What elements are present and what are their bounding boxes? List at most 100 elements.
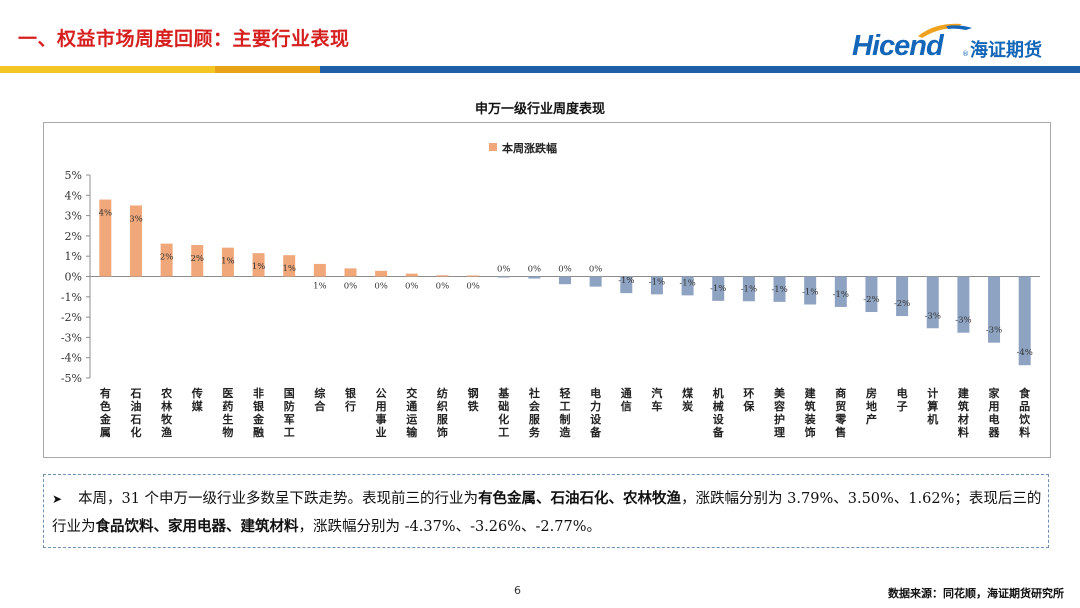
category-label: 国防军工	[284, 387, 295, 439]
category-label: 石油石化	[129, 387, 141, 439]
chart-frame: 5% 4% 3% 2% 1% 0% -1% -2% -3% -4% -5% 本周涨跌幅 4% 有色金属 3%…	[43, 122, 1051, 458]
bar	[681, 276, 694, 296]
data-label: 0%	[374, 282, 388, 292]
data-label: -3%	[955, 316, 971, 326]
data-label: -1%	[618, 276, 634, 286]
data-label: 1%	[313, 282, 327, 292]
header-color-strip	[0, 66, 1080, 73]
category-label: 计算机	[926, 386, 938, 426]
data-label: 1%	[252, 262, 266, 272]
y-tick-label: -5%	[61, 372, 82, 385]
category-label: 公用事业	[376, 387, 387, 439]
bar	[896, 276, 909, 317]
bar	[467, 275, 480, 277]
data-label: -1%	[833, 290, 849, 300]
category-label: 机械设备	[712, 386, 725, 439]
bar	[160, 243, 173, 277]
data-label: 2%	[160, 253, 174, 263]
category-label: 食品饮料	[1018, 386, 1031, 439]
bar	[528, 276, 541, 279]
y-tick-label: 1%	[65, 250, 82, 263]
bar	[773, 276, 786, 302]
y-tick-label: -4%	[61, 352, 82, 365]
category-label: 银行	[344, 386, 357, 413]
bar	[375, 270, 388, 277]
category-label: 汽车	[651, 386, 662, 413]
y-tick-label: 4%	[65, 189, 82, 202]
bar	[436, 275, 449, 277]
page-number: 6	[514, 584, 521, 597]
y-tick-label: 2%	[65, 230, 82, 243]
summary-text: ➤ 本周，31 个申万一级行业多数呈下跌走势。表现前三的行业为有色金属、石油石化、…	[52, 485, 1042, 541]
category-label: 房地产	[866, 386, 877, 426]
data-label: -3%	[986, 326, 1002, 336]
category-label: 商贸零售	[834, 386, 847, 439]
category-label: 医药生物	[222, 387, 233, 439]
logo-wordmark: Hicend	[852, 30, 944, 62]
data-label: 1%	[282, 264, 296, 274]
y-tick-label: 0%	[65, 271, 82, 284]
bar	[191, 245, 204, 277]
summary-part-1: 本周，31 个申万一级行业多数呈下跌走势。表现前三的行业为	[78, 491, 479, 507]
bar	[650, 276, 663, 295]
arrow-bullet-icon: ➤	[52, 492, 63, 506]
bar	[405, 273, 418, 277]
company-logo: Hicend ® 海证期货	[852, 20, 1062, 66]
category-label: 煤炭	[682, 386, 694, 413]
summary-bottom3: 食品饮料、家用电器、建筑材料	[95, 518, 299, 535]
category-label: 交通运输	[406, 386, 418, 439]
summary-part-3: ，涨跌幅分别为 -4.37%、-3.26%、-2.77%。	[298, 519, 602, 535]
legend-label: 本周涨跌幅	[502, 141, 557, 155]
bar	[252, 253, 265, 277]
bar	[957, 276, 970, 333]
data-label: 0%	[589, 265, 603, 275]
data-label: 0%	[528, 265, 542, 275]
legend-swatch	[489, 143, 497, 151]
logo-swoosh-icon	[918, 23, 972, 38]
y-tick-label: -3%	[61, 331, 82, 344]
chart-title: 申万一级行业周度表现	[474, 102, 605, 117]
data-label: 0%	[497, 265, 511, 275]
bar	[221, 247, 234, 277]
bar	[313, 263, 326, 277]
data-label: -1%	[741, 284, 757, 294]
slide-title: 一、权益市场周度回顾：主要行业表现	[18, 28, 350, 50]
data-label: -1%	[649, 277, 665, 287]
bar	[283, 255, 296, 277]
data-label: 0%	[405, 282, 419, 292]
logo-registered-mark: ®	[962, 50, 969, 58]
data-label: 1%	[221, 257, 235, 267]
y-tick-label: 3%	[65, 210, 82, 223]
data-label: -2%	[894, 299, 910, 309]
bar	[559, 276, 571, 285]
data-label: 0%	[344, 282, 358, 292]
logo-chinese-name: 海证期货	[970, 40, 1042, 61]
bar	[926, 276, 939, 329]
category-label: 环保	[742, 387, 755, 413]
data-label: 3%	[129, 214, 143, 224]
category-label: 电力设备	[589, 386, 602, 439]
data-label: 0%	[558, 265, 572, 275]
category-label: 非银金融	[252, 386, 265, 439]
data-label: -4%	[1016, 348, 1032, 358]
category-label: 家用电器	[988, 386, 1001, 439]
data-label: -2%	[863, 295, 879, 305]
y-tick-label: -1%	[61, 291, 82, 304]
category-label: 有色金属	[99, 386, 112, 439]
summary-top3: 有色金属、石油石化、农林牧渔	[478, 490, 682, 507]
data-label: 0%	[466, 282, 480, 292]
bar	[589, 276, 602, 287]
y-tick-label: -2%	[61, 311, 82, 324]
bar-chart: 5% 4% 3% 2% 1% 0% -1% -2% -3% -4% -5% 本周涨跌幅 4% 有色金属 3%…	[61, 141, 1040, 439]
data-label: -1%	[802, 288, 818, 298]
data-label: -1%	[679, 278, 695, 288]
bar	[742, 276, 755, 302]
bar	[834, 276, 847, 307]
category-label: 通信	[621, 387, 632, 413]
bar	[99, 199, 112, 277]
bar	[129, 205, 142, 277]
category-label: 综合	[314, 386, 326, 413]
data-source: 数据来源：同花顺，海证期货研究所	[888, 587, 1064, 600]
data-label: -3%	[925, 311, 941, 321]
summary-part-2: ，涨跌幅分别为 3.79%、3.50%、1.62%；表现后三的行业为	[52, 491, 1042, 535]
